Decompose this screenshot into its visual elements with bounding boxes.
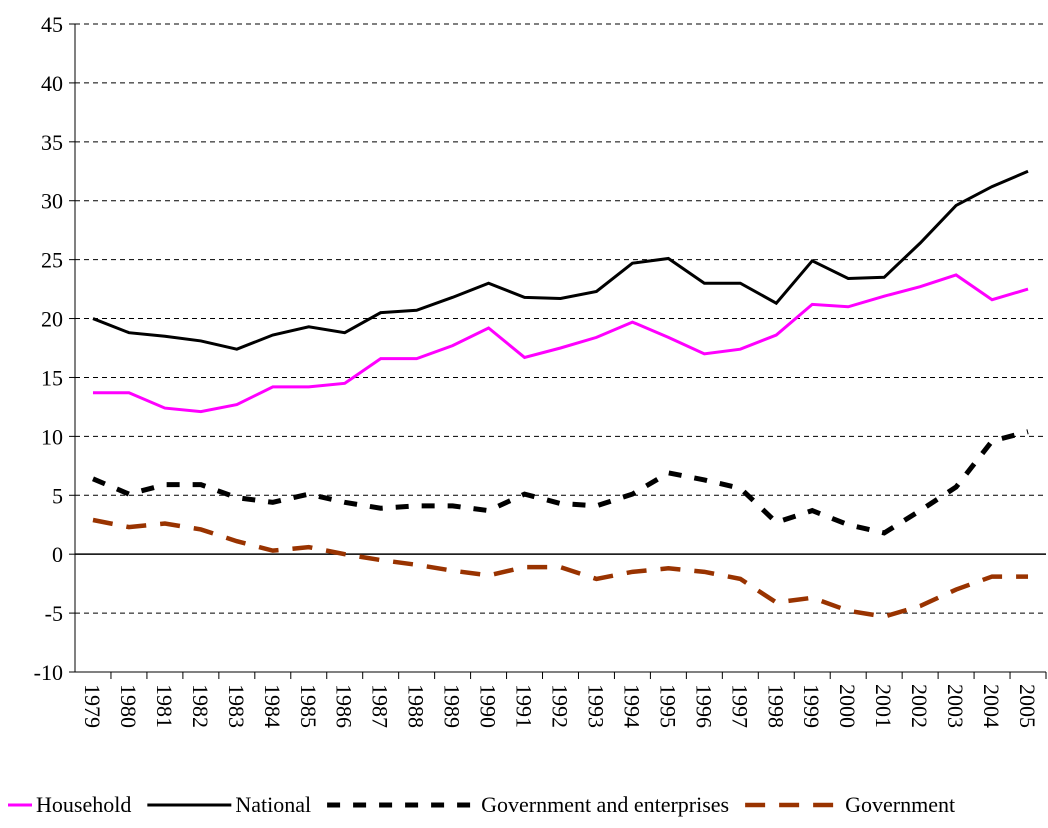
x-tick-label: 1979 [80, 684, 105, 728]
x-tick-label: 2001 [871, 684, 896, 728]
series-line [92, 429, 1029, 536]
x-tick-label: 2004 [979, 684, 1004, 728]
x-tick-label: 1993 [583, 684, 608, 728]
legend-label: Household [36, 792, 131, 817]
x-tick-label: 1989 [440, 684, 465, 728]
series-line [92, 517, 1029, 619]
y-tick-label: 15 [41, 365, 63, 390]
y-tick-label: 45 [41, 12, 63, 37]
x-tick-label: 1998 [763, 684, 788, 728]
series-line [92, 273, 1029, 414]
x-tick-label: 1982 [188, 684, 213, 728]
legend-label: Government [845, 792, 955, 817]
legend-label: Government and enterprises [481, 792, 729, 817]
x-tick-label: 1986 [332, 684, 357, 728]
series-line [92, 169, 1029, 351]
y-tick-label: 0 [52, 542, 63, 567]
x-tick-label: 1999 [799, 684, 824, 728]
x-tick-label: 2005 [1015, 684, 1040, 728]
x-tick-label: 2000 [835, 684, 860, 728]
x-tick-label: 1997 [727, 684, 752, 728]
x-tick-label: 1987 [368, 684, 393, 728]
y-tick-label: 20 [41, 307, 63, 332]
y-tick-label: 5 [52, 483, 63, 508]
x-tick-label: 1990 [476, 684, 501, 728]
x-tick-label: 1985 [296, 684, 321, 728]
y-tick-label: -5 [45, 601, 63, 626]
y-tick-label: -10 [34, 660, 63, 685]
y-tick-label: 25 [41, 248, 63, 273]
y-tick-label: 40 [41, 71, 63, 96]
x-tick-label: 1992 [548, 684, 573, 728]
y-tick-label: 35 [41, 130, 63, 155]
y-tick-label: 30 [41, 189, 63, 214]
x-tick-label: 1983 [224, 684, 249, 728]
x-tick-label: 2002 [907, 684, 932, 728]
x-tick-label: 1988 [404, 684, 429, 728]
x-tick-label: 1996 [691, 684, 716, 728]
x-tick-label: 1980 [116, 684, 141, 728]
legend-label: National [235, 792, 311, 817]
x-tick-label: 1994 [619, 684, 644, 728]
x-tick-label: 2003 [943, 684, 968, 728]
x-tick-label: 1991 [512, 684, 537, 728]
x-tick-label: 1981 [152, 684, 177, 728]
x-tick-label: 1995 [655, 684, 680, 728]
y-tick-label: 10 [41, 424, 63, 449]
x-tick-label: 1984 [260, 684, 285, 728]
